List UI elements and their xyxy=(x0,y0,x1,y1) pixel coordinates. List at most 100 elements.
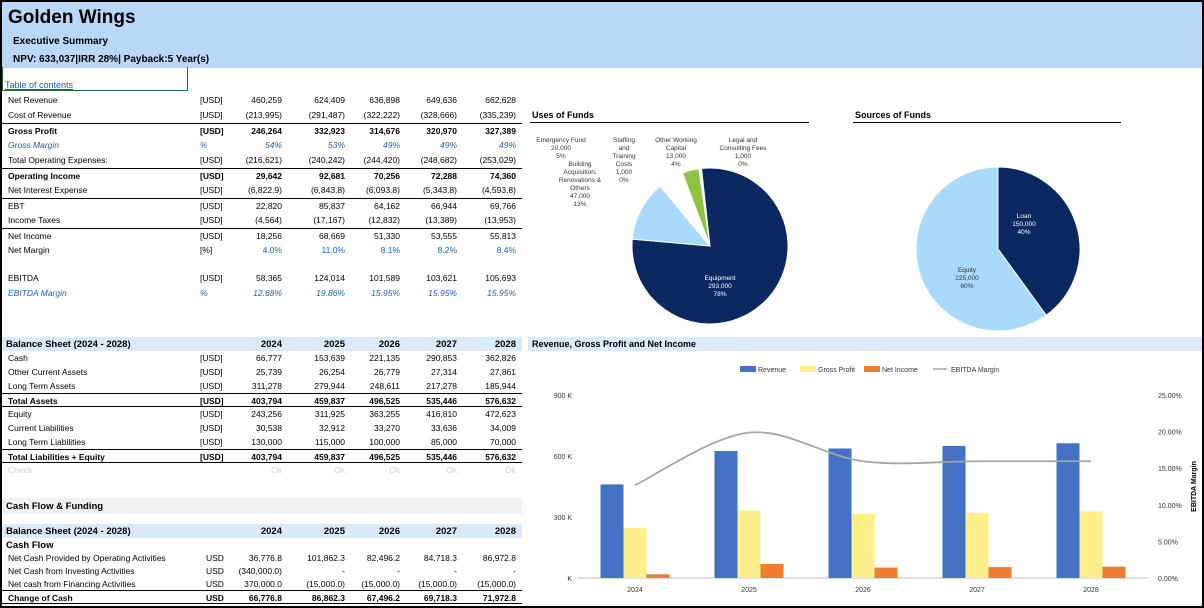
row-label: Net Cash from Investing Activities xyxy=(8,566,135,576)
cell-value: 185,944 xyxy=(485,381,516,391)
legend-label: Gross Profit xyxy=(818,367,855,374)
cell-value: 69,766 xyxy=(490,201,516,211)
combo-band xyxy=(528,337,1202,351)
row-unit: [USD] xyxy=(200,437,223,447)
row-unit: [USD] xyxy=(200,367,223,377)
cell-value: 124,014 xyxy=(314,273,345,283)
cell-value: 115,000 xyxy=(314,437,345,447)
cell-value: 105,693 xyxy=(485,273,516,283)
table-row: Change of Cash USD 66,776.8 86,862.3 67,496.… xyxy=(2,590,522,604)
selected-cell[interactable] xyxy=(2,67,188,91)
sources-title-underline xyxy=(853,122,1121,123)
cell-value: 66,944 xyxy=(431,201,457,211)
pie-slice-label: Capital xyxy=(666,145,687,152)
bar-revenue xyxy=(828,448,852,578)
cell-value: Ok xyxy=(446,465,457,475)
bar-net-income xyxy=(1102,566,1126,578)
row-unit: USD xyxy=(206,579,224,589)
year-header: 2028 xyxy=(494,339,516,350)
cell-value: 649,636 xyxy=(426,95,457,105)
cell-value: 53,555 xyxy=(431,231,457,241)
cell-value: 332,923 xyxy=(314,126,345,136)
pie-slice-label: Other Working xyxy=(655,137,697,144)
cell-value: 69,718.3 xyxy=(423,593,457,603)
year-header: 2024 xyxy=(260,526,282,537)
pie-slice-label: 293,000 xyxy=(708,283,732,290)
y2-tick-label: 20.00% xyxy=(1158,430,1182,437)
cell-value: 74,360 xyxy=(490,171,516,181)
cell-value: 221,135 xyxy=(369,353,400,363)
row-label: EBITDA xyxy=(8,273,39,283)
cell-value: 86,972.8 xyxy=(482,553,516,563)
pie-slice-label: 20,000 xyxy=(551,145,571,152)
table-row: Operating Income [USD] 29,642 92,681 70,256 7… xyxy=(2,168,522,182)
cell-value: Ok xyxy=(389,465,400,475)
row-label: Gross Profit xyxy=(8,126,58,136)
row-unit: [USD] xyxy=(200,95,223,105)
cell-value: - xyxy=(513,566,516,576)
cell-value: 459,837 xyxy=(314,452,345,462)
cashflow-subheader: Cash Flow xyxy=(6,540,54,551)
row-unit: [USD] xyxy=(200,215,223,225)
cell-value: (291,487) xyxy=(308,110,345,120)
table-row: Net Cash Provided by Operating Activitie… xyxy=(2,551,522,565)
row-unit: [USD] xyxy=(200,231,223,241)
pie-slice-label: 1,000 xyxy=(616,169,633,176)
cell-value: 29,642 xyxy=(256,171,282,181)
row-label: Total Assets xyxy=(8,396,58,406)
row-label: Total Operating Expenses: xyxy=(8,155,108,165)
table-row: Other Current Assets [USD] 25,739 26,254 26,… xyxy=(2,365,522,379)
pie-slice-label: Emergency Fund xyxy=(536,137,586,144)
cell-value: 32,912 xyxy=(319,423,345,433)
pie-slice-label: Others xyxy=(570,185,590,192)
cell-value: 8.4% xyxy=(496,245,516,255)
y-tick-label: 900 K xyxy=(554,393,573,400)
cell-value: - xyxy=(397,566,400,576)
row-label: Total Liabilities + Equity xyxy=(8,452,105,462)
cell-value: 320,970 xyxy=(426,126,457,136)
row-label: Net Margin xyxy=(8,245,50,255)
cell-value: 85,000 xyxy=(431,437,457,447)
cell-value: (340,000.0) xyxy=(238,566,282,576)
year-header: 2024 xyxy=(260,339,282,350)
bar-revenue xyxy=(942,445,966,578)
cell-value: 68,669 xyxy=(319,231,345,241)
cell-value: 49% xyxy=(382,140,400,150)
bar-net-income xyxy=(874,567,898,578)
cell-value: 327,389 xyxy=(485,126,516,136)
table-row: Check Ok Ok Ok Ok Ok xyxy=(2,463,522,477)
cell-value: 11.0% xyxy=(321,245,345,255)
row-label: Net Revenue xyxy=(8,95,58,105)
cashflow-band xyxy=(2,524,522,538)
uses-of-funds-pie: Equipment Building Acquisition, Renovatio… xyxy=(536,137,789,325)
cell-value: 84,718.3 xyxy=(423,553,457,563)
y2-tick-label: 5.00% xyxy=(1158,539,1178,546)
cell-value: 248,611 xyxy=(369,381,400,391)
cell-value: 82,496.2 xyxy=(366,553,400,563)
row-unit: [USD] xyxy=(200,409,223,419)
y2-axis-label: EBITDA Margin xyxy=(1191,461,1198,512)
cell-value: 217,278 xyxy=(426,381,457,391)
table-row: EBT [USD] 22,820 85,837 64,162 66,944 69,766 xyxy=(2,198,522,212)
cell-value: 472,623 xyxy=(485,409,516,419)
cell-value: (322,222) xyxy=(363,110,400,120)
cell-value: 92,681 xyxy=(319,171,345,181)
cell-value: 15.95% xyxy=(428,288,457,298)
cell-value: 8.1% xyxy=(380,245,400,255)
row-unit: [USD] xyxy=(200,171,224,181)
y-tick-label: K xyxy=(567,576,572,583)
cell-value: 662,628 xyxy=(485,95,516,105)
cell-value: 54% xyxy=(264,140,282,150)
row-unit: USD xyxy=(206,593,224,603)
row-label: Other Current Assets xyxy=(8,367,88,377)
cell-value: 64,162 xyxy=(374,201,400,211)
year-header: 2028 xyxy=(494,526,516,537)
cell-value: (6,843.8) xyxy=(310,185,345,195)
row-unit: % xyxy=(200,288,208,298)
pie-slice-label: 225,000 xyxy=(955,275,979,282)
row-unit: [USD] xyxy=(200,396,224,406)
y2-tick-label: 10.00% xyxy=(1158,503,1182,510)
table-of-contents-link[interactable]: Table of contents xyxy=(5,80,74,90)
bar-gross-profit xyxy=(623,527,647,578)
